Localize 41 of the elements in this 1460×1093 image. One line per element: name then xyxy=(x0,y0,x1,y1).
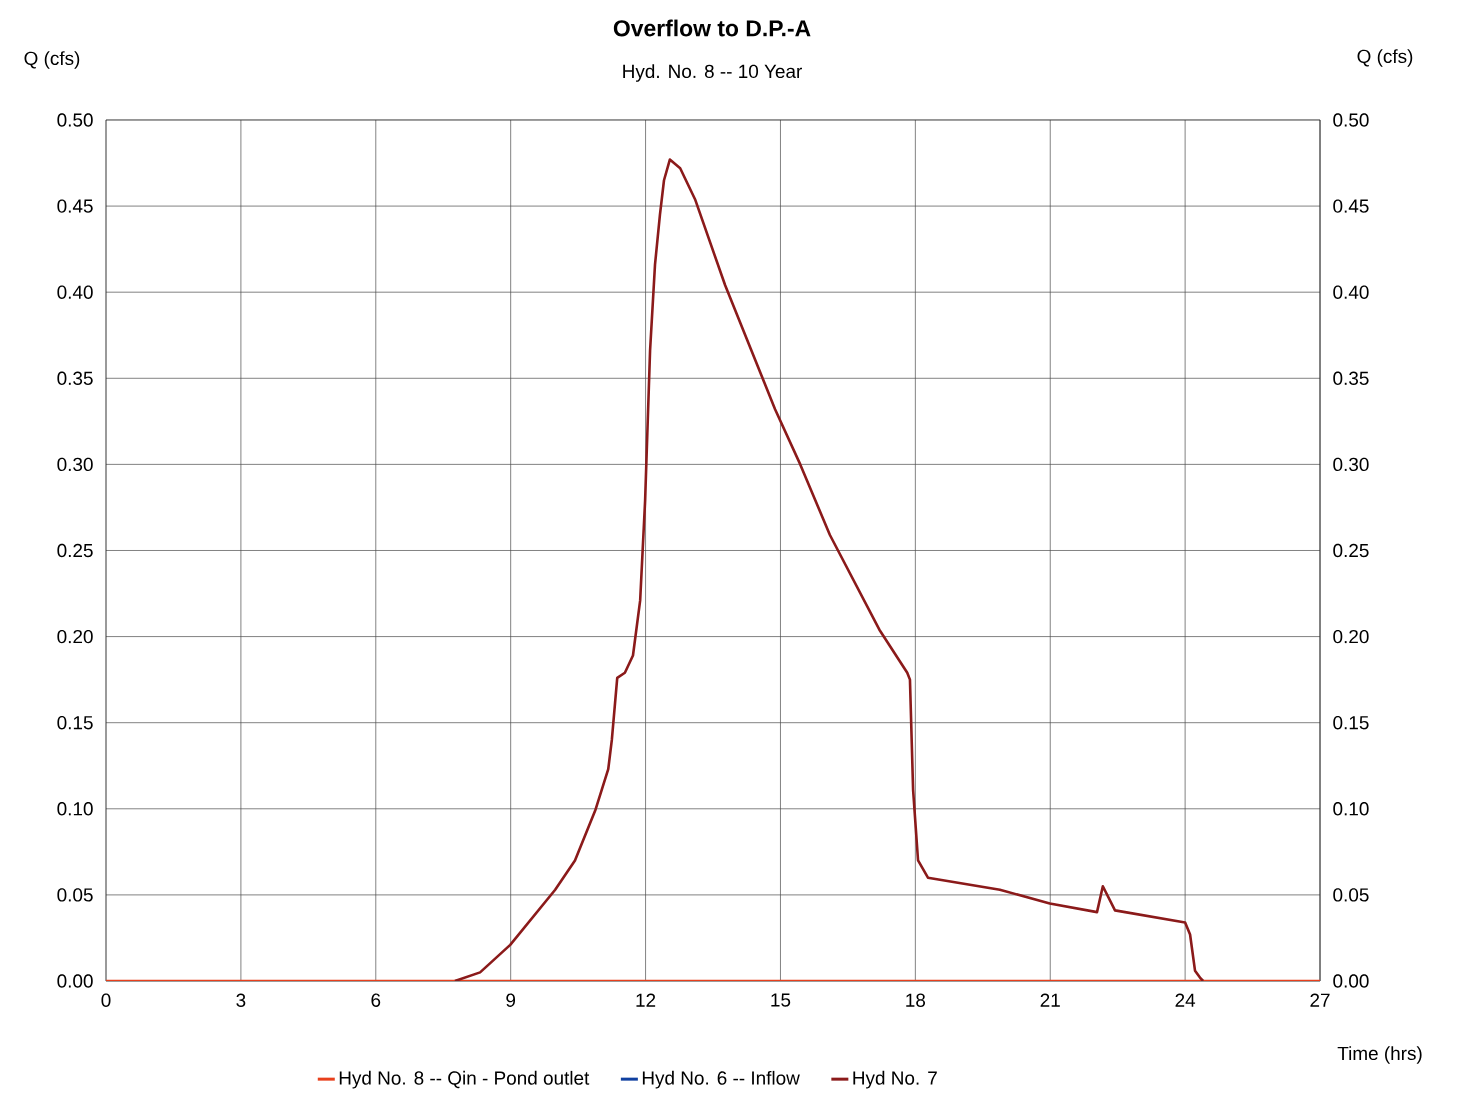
x-tick-label: 18 xyxy=(906,993,926,1007)
y-tick-label: 0.30 xyxy=(57,457,93,472)
y2-tick-label: 0.45 xyxy=(1333,199,1369,213)
x-tick-label: 21 xyxy=(1040,993,1060,1007)
chart-subtitle: Hyd. No. 8 -- 10 Year xyxy=(623,64,802,82)
x-tick-label: 3 xyxy=(236,993,246,1007)
y-tick-label: 0.45 xyxy=(57,199,93,213)
line-series xyxy=(453,158,1205,981)
x-axis-title: Time (hrs) xyxy=(1337,1046,1422,1064)
x-tick-label: 0 xyxy=(101,993,111,1007)
y-tick-label: 0.05 xyxy=(57,888,93,902)
x-tick-label: 27 xyxy=(1310,993,1330,1007)
x-tick-label: 12 xyxy=(636,993,656,1007)
y-tick-label: 0.10 xyxy=(57,802,93,816)
legend-label: Hyd No. 7 xyxy=(853,1070,937,1089)
y2-tick-label: 0.10 xyxy=(1333,802,1369,816)
y2-axis-title: Q (cfs) xyxy=(1357,49,1413,67)
y-tick-label: 0.20 xyxy=(57,629,93,644)
y-tick-label: 0.25 xyxy=(57,543,93,558)
x-tick-label: 9 xyxy=(506,993,516,1007)
x-tick-label: 24 xyxy=(1175,993,1196,1007)
x-tick-label: 6 xyxy=(371,993,381,1007)
y2-tick-label: 0.50 xyxy=(1333,113,1369,127)
y-tick-label: 0.15 xyxy=(57,715,93,730)
y-axis-title: Q (cfs) xyxy=(24,51,80,69)
y2-tick-label: 0.20 xyxy=(1333,629,1369,644)
y-tick-label: 0.00 xyxy=(57,974,93,988)
legend-label: Hyd No. 6 -- Inflow xyxy=(642,1070,800,1089)
y-tick-label: 0.35 xyxy=(57,371,93,385)
legend-label: Hyd No. 8 -- Qin - Pond outlet xyxy=(339,1070,590,1089)
y-tick-label: 0.50 xyxy=(57,113,93,127)
y2-tick-label: 0.25 xyxy=(1333,543,1369,558)
y2-tick-label: 0.35 xyxy=(1333,371,1369,385)
y2-tick-label: 0.15 xyxy=(1333,715,1369,730)
chart-title: Overflow to D.P.-A xyxy=(613,19,811,37)
x-tick-label: 15 xyxy=(771,993,791,1007)
y2-tick-label: 0.30 xyxy=(1333,457,1369,472)
y2-tick-label: 0.40 xyxy=(1333,285,1369,299)
y2-tick-label: 0.05 xyxy=(1333,888,1369,902)
y2-tick-label: 0.00 xyxy=(1333,974,1369,988)
y-tick-label: 0.40 xyxy=(57,285,93,299)
